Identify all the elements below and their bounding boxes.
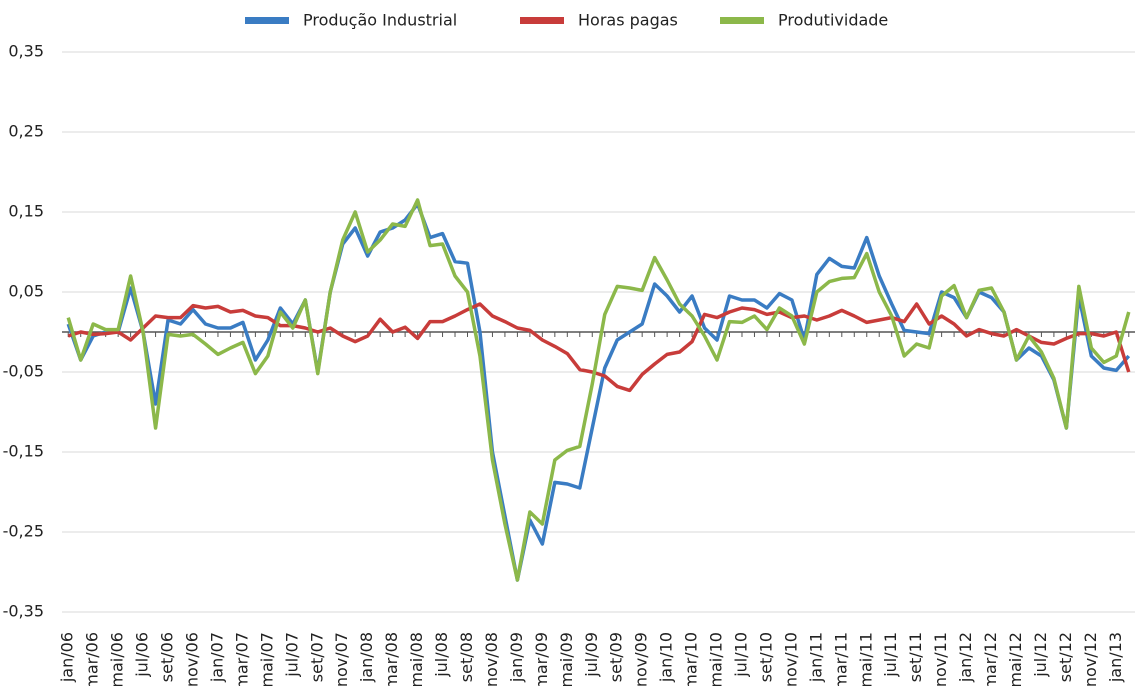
x-tick-label: set/06 xyxy=(158,632,177,682)
x-tick-label: set/07 xyxy=(307,632,326,682)
y-tick-label: 0,35 xyxy=(8,42,44,61)
x-tick-label: jan/06 xyxy=(58,632,77,683)
x-tick-label: jan/07 xyxy=(207,632,226,683)
x-tick-label: nov/07 xyxy=(332,632,351,686)
x-tick-label: mar/11 xyxy=(831,632,850,686)
x-tick-label: mai/07 xyxy=(257,632,276,686)
y-tick-label: 0,05 xyxy=(8,282,44,301)
x-tick-label: jan/12 xyxy=(956,632,975,683)
x-tick-label: jan/09 xyxy=(507,632,526,683)
series-line xyxy=(66,202,1131,582)
y-tick-label: -0,35 xyxy=(3,602,44,621)
x-tick-label: nov/10 xyxy=(781,632,800,686)
x-tick-label: mar/10 xyxy=(682,632,701,686)
x-tick-label: mar/06 xyxy=(83,632,102,686)
x-tick-label: jan/08 xyxy=(357,632,376,683)
x-tick-label: jan/11 xyxy=(806,632,825,683)
y-tick-label: -0,15 xyxy=(3,442,44,461)
x-tick-label: jan/10 xyxy=(657,632,676,683)
x-tick-label: nov/09 xyxy=(632,632,651,686)
legend-swatch xyxy=(520,17,564,24)
x-tick-label: mai/11 xyxy=(856,632,875,686)
x-tick-label: mai/08 xyxy=(407,632,426,686)
y-tick-label: -0,05 xyxy=(3,362,44,381)
x-tick-label: jul/07 xyxy=(282,632,301,678)
x-tick-label: set/08 xyxy=(457,632,476,682)
x-tick-label: mai/12 xyxy=(1006,632,1025,686)
x-tick-label: set/10 xyxy=(756,632,775,682)
x-tick-label: jul/09 xyxy=(582,632,601,678)
x-tick-label: jul/12 xyxy=(1031,632,1050,678)
x-tick-label: nov/12 xyxy=(1081,632,1100,686)
x-tick-label: jul/10 xyxy=(731,632,750,678)
x-tick-label: mai/10 xyxy=(707,632,726,686)
y-tick-label: -0,25 xyxy=(3,522,44,541)
x-tick-label: mar/12 xyxy=(981,632,1000,686)
legend-label: Horas pagas xyxy=(578,11,678,30)
x-tick-label: jan/13 xyxy=(1106,632,1125,683)
series-line xyxy=(67,302,1131,393)
x-tick-label: set/09 xyxy=(607,632,626,682)
legend-label: Produtividade xyxy=(778,11,888,30)
x-tick-label: mai/09 xyxy=(557,632,576,686)
x-tick-label: set/12 xyxy=(1056,632,1075,682)
x-tick-label: nov/06 xyxy=(183,632,202,686)
x-tick-label: nov/08 xyxy=(482,632,501,686)
y-tick-label: 0,25 xyxy=(8,122,44,141)
x-tick-label: set/11 xyxy=(906,632,925,682)
x-tick-label: mai/06 xyxy=(108,632,127,686)
x-tick-label: mar/07 xyxy=(232,632,251,686)
x-tick-label: mar/09 xyxy=(532,632,551,686)
x-tick-label: jul/11 xyxy=(881,632,900,678)
x-tick-label: jul/08 xyxy=(432,632,451,678)
legend-swatch xyxy=(720,17,764,24)
y-tick-label: 0,15 xyxy=(8,202,44,221)
x-tick-label: jul/06 xyxy=(133,632,152,678)
x-tick-label: nov/11 xyxy=(931,632,950,686)
x-tick-label: mar/08 xyxy=(382,632,401,686)
legend-swatch xyxy=(245,17,289,24)
series-line xyxy=(66,198,1131,582)
legend-label: Produção Industrial xyxy=(303,11,457,30)
